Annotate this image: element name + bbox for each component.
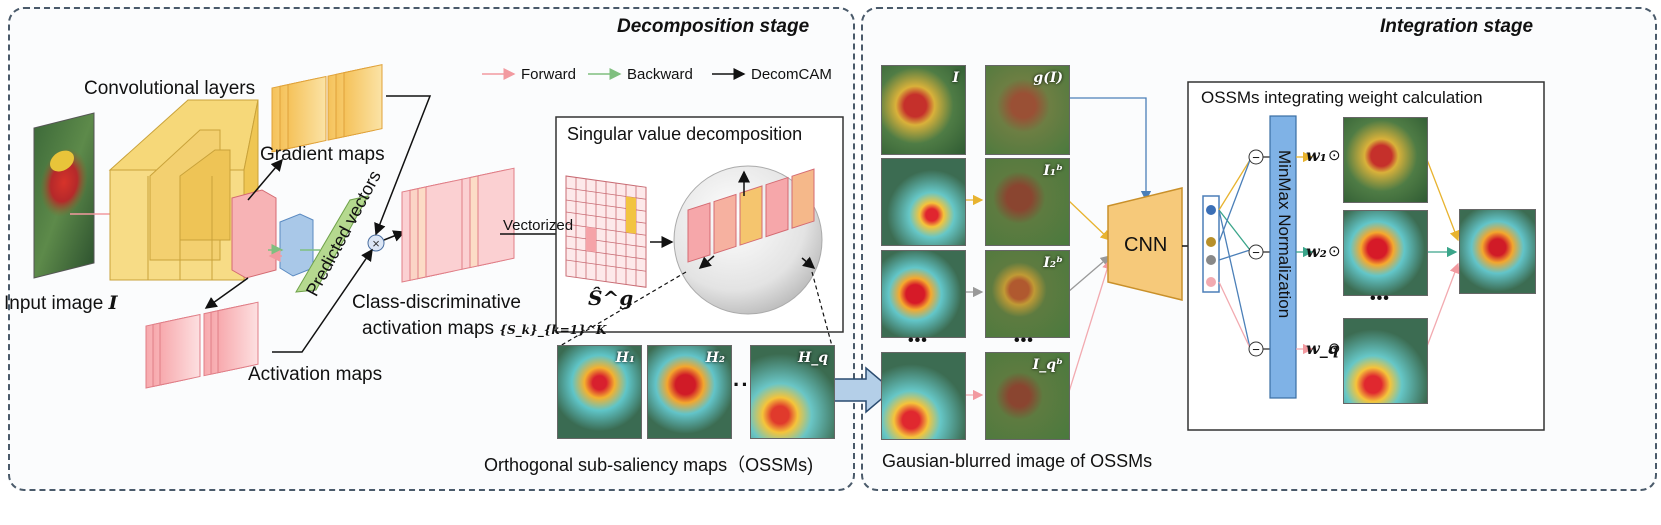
ossm-overlay-thumb-1 xyxy=(881,158,966,246)
right-column-ellipsis: ••• xyxy=(1014,332,1034,349)
integration-right-tag-0: g(I) xyxy=(1033,70,1063,86)
minmax-label: MinMax Normalization xyxy=(1275,150,1294,319)
input-image-label: Input image I xyxy=(4,292,117,315)
ossm-tag-h2: H₂ xyxy=(705,350,725,366)
input-thumb-i: I xyxy=(881,65,966,155)
conv-layers-label: Convolutional layers xyxy=(84,78,256,99)
decomposition-stage-title: Decomposition stage xyxy=(617,16,810,37)
weight-w1: w₁ xyxy=(1306,146,1327,165)
ossm-thumb-h2: H₂ xyxy=(647,345,732,439)
svd-sphere xyxy=(673,165,823,315)
svd-title: Singular value decomposition xyxy=(567,124,803,144)
integration-right-tag-3: I_qᵇ xyxy=(1032,357,1063,373)
gradient-maps-label: Gradient maps xyxy=(260,144,385,165)
class-discriminative-symbol: {S_k}_{k=1}^K xyxy=(499,323,607,337)
legend-decomcam: DecomCAM xyxy=(751,66,832,83)
integration-right-tag-2: I₂ᵇ xyxy=(1043,255,1063,271)
class-discriminative-line2: activation maps {S_k}_{k=1}^K xyxy=(362,318,606,340)
conv-layers-block xyxy=(108,99,259,281)
class-discriminative-line2-text: activation maps xyxy=(362,318,495,339)
ossm-ellipsis: ·· xyxy=(733,372,750,397)
ossm-caption: Orthogonal sub-saliency maps（OSSMs) xyxy=(484,455,814,475)
weight-wq: w_q xyxy=(1306,339,1339,358)
ossm-thumb-hq: H_q xyxy=(750,345,835,439)
s-g-matrix xyxy=(565,175,647,288)
input-image-text: Input image xyxy=(4,293,104,314)
left-column-ellipsis: ••• xyxy=(908,332,928,349)
blurred-thumb-iqb: I_qᵇ xyxy=(985,352,1070,440)
svg-text:−: − xyxy=(1252,150,1260,165)
weight-box-title: OSSMs integrating weight calculation xyxy=(1201,88,1483,107)
cnn-label: CNN xyxy=(1124,234,1168,256)
weighted-ellipsis: ••• xyxy=(1370,290,1390,307)
svg-text:×: × xyxy=(372,236,380,251)
blurred-thumb-g-i: g(I) xyxy=(985,65,1070,155)
input-image xyxy=(33,112,95,279)
weighted-ossm-1 xyxy=(1343,117,1428,203)
integration-right-tag-1: I₁ᵇ xyxy=(1043,163,1063,179)
ossm-tag-h1: H₁ xyxy=(615,350,635,366)
legend-forward: Forward xyxy=(521,66,577,83)
odot-2: ⊙ xyxy=(1328,243,1341,260)
svg-text:−: − xyxy=(1252,245,1260,260)
integration-stage-title: Integration stage xyxy=(1380,16,1534,37)
class-discriminative-maps-stack xyxy=(401,167,515,283)
ossm-tag-hq: H_q xyxy=(797,350,828,366)
cnn-block xyxy=(1107,187,1183,301)
activation-maps-label: Activation maps xyxy=(248,364,383,385)
integration-left-tag-0: I xyxy=(952,70,959,86)
activation-maps-stack xyxy=(145,301,259,389)
blurred-thumb-i1b: I₁ᵇ xyxy=(985,158,1070,246)
odot-q: ⊙ xyxy=(1328,340,1341,357)
legend-backward: Backward xyxy=(627,66,693,83)
class-discriminative-line1: Class-discriminative xyxy=(352,292,521,313)
weight-w2: w₂ xyxy=(1306,242,1327,261)
ossm-overlay-thumb-2 xyxy=(881,250,966,338)
final-saliency-map xyxy=(1459,209,1536,294)
odot-1: ⊙ xyxy=(1328,147,1341,164)
svg-text:−: − xyxy=(1252,342,1260,357)
weighted-ossm-2 xyxy=(1343,210,1428,296)
blurred-thumb-i2b: I₂ᵇ xyxy=(985,250,1070,338)
input-image-symbol: I xyxy=(108,292,118,314)
ossm-overlay-thumb-q xyxy=(881,352,966,440)
weighted-ossm-q xyxy=(1343,318,1428,404)
gradient-maps-stack xyxy=(271,64,383,153)
vectorized-label: Vectorized xyxy=(503,217,574,234)
minmax-normalization-bar xyxy=(1269,115,1297,399)
blurred-caption: Gausian-blurred image of OSSMs xyxy=(882,451,1153,471)
ossm-thumb-h1: H₁ xyxy=(557,345,642,439)
s-g-symbol: Ŝ^g xyxy=(588,286,634,310)
